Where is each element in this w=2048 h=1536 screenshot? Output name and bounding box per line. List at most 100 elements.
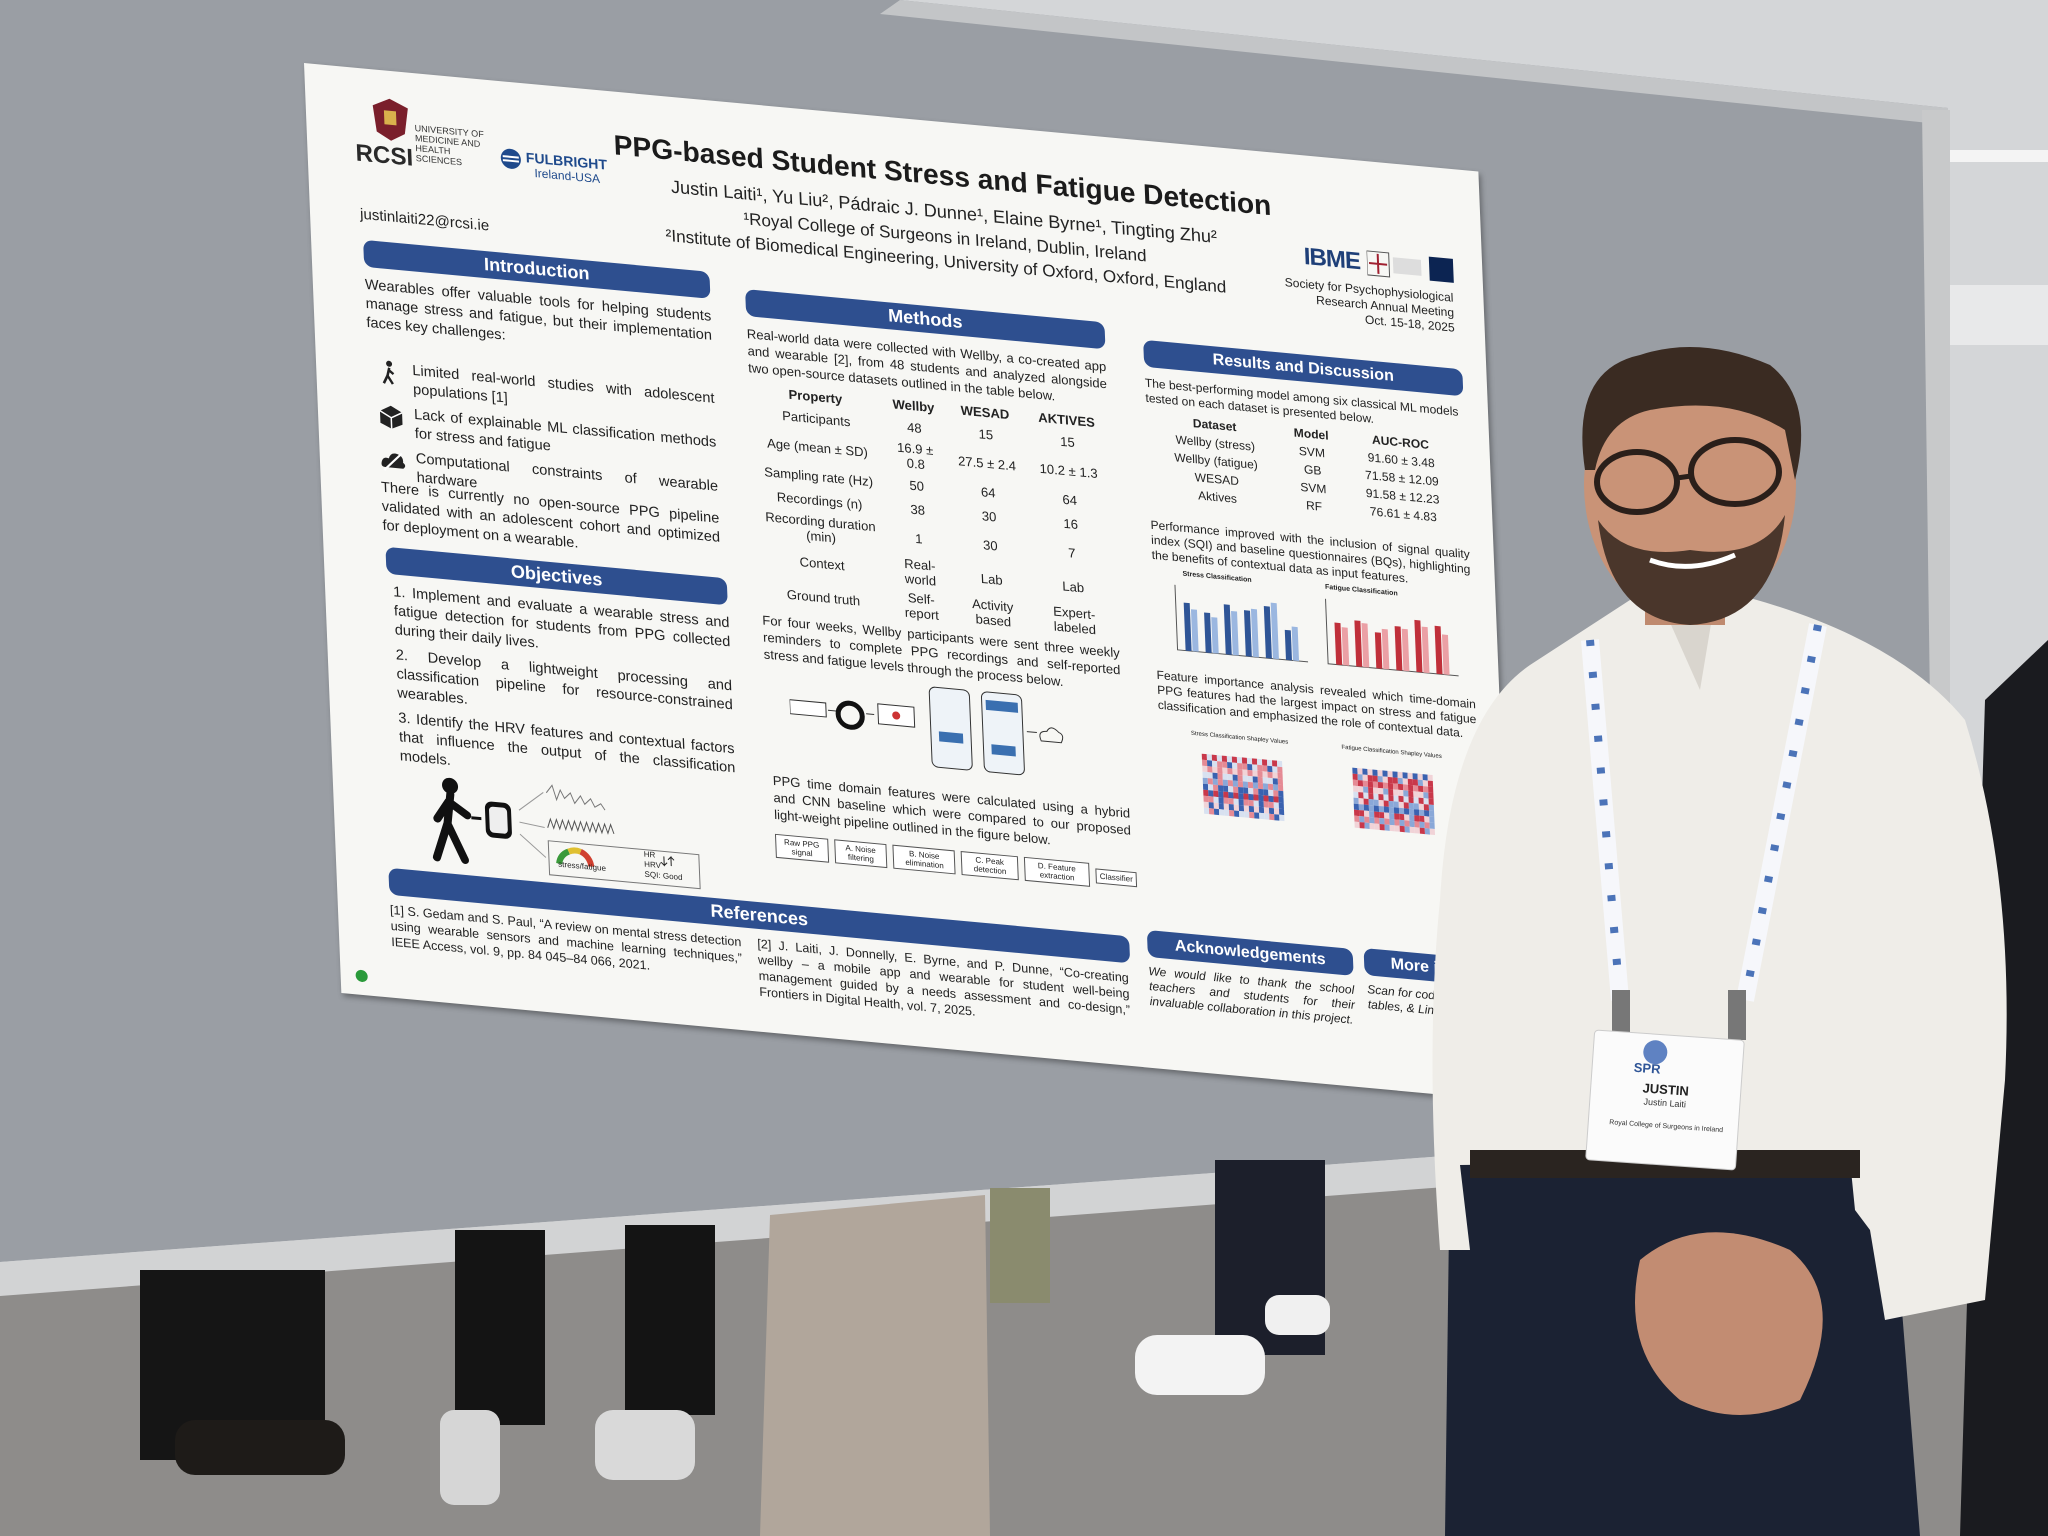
heatmap-cell bbox=[1243, 805, 1250, 812]
heatmap-cell bbox=[1358, 792, 1364, 799]
heatmap-cell bbox=[1253, 788, 1259, 795]
heatmap-cell bbox=[1359, 822, 1365, 829]
heatmap-cell bbox=[1202, 771, 1208, 779]
shirt bbox=[1432, 598, 2007, 1320]
heatmap-cell bbox=[1394, 825, 1400, 832]
heatmap-cell bbox=[1383, 806, 1390, 813]
heatmap-cell bbox=[1253, 806, 1260, 813]
heatmap-cell bbox=[1418, 809, 1425, 817]
heatmap-cell bbox=[1384, 818, 1390, 825]
heatmap-cell bbox=[1238, 804, 1245, 812]
heatmap-cell bbox=[1428, 792, 1434, 800]
heatmap-cell bbox=[1423, 786, 1429, 793]
heatmap-cell bbox=[1273, 790, 1279, 797]
heatmap-cell bbox=[1267, 783, 1274, 791]
heatmap-cell bbox=[1364, 822, 1370, 830]
heatmap-cell bbox=[1377, 769, 1383, 777]
heatmap-cell bbox=[1387, 776, 1393, 784]
heatmap-cell bbox=[1363, 792, 1369, 800]
heatmap-cell bbox=[1397, 777, 1403, 785]
heatmap-cell bbox=[1379, 823, 1385, 831]
heatmap-cell bbox=[1398, 801, 1404, 809]
heatmap-cell bbox=[1223, 785, 1229, 793]
heatmap-cell bbox=[1202, 765, 1208, 773]
heatmap-cell bbox=[1404, 826, 1410, 833]
heatmap-cell bbox=[1243, 787, 1249, 794]
heatmap-cell bbox=[1228, 792, 1234, 799]
badge-full-name: Justin Laiti bbox=[1643, 1097, 1686, 1110]
heatmap-cell bbox=[1429, 816, 1435, 824]
heatmap-cell bbox=[1258, 788, 1264, 796]
heatmap-cell bbox=[1267, 771, 1273, 779]
heatmap-cell bbox=[1424, 822, 1430, 829]
heatmap-cell bbox=[1352, 779, 1359, 787]
heatmap-cell bbox=[1413, 785, 1419, 792]
heatmap-cell bbox=[1232, 774, 1238, 781]
heatmap-cell bbox=[1387, 782, 1394, 790]
heatmap-cell bbox=[1403, 790, 1409, 797]
heatmap-cell bbox=[1392, 771, 1398, 778]
heatmap-cell bbox=[1383, 788, 1389, 795]
smile bbox=[1649, 552, 1737, 569]
clip bbox=[1612, 990, 1630, 1040]
heatmap-cell bbox=[1378, 787, 1384, 795]
heatmap-cell bbox=[1413, 803, 1419, 810]
heatmap-cell bbox=[1418, 785, 1424, 793]
heatmap-cell bbox=[1234, 810, 1240, 817]
heatmap-cell bbox=[1393, 789, 1399, 796]
heatmap-cell bbox=[1273, 802, 1279, 809]
heatmap-cell bbox=[1364, 810, 1370, 818]
heatmap-cell bbox=[1208, 802, 1214, 809]
person-legs bbox=[455, 1230, 545, 1425]
heatmap-cell bbox=[1397, 771, 1403, 779]
heatmap-cell bbox=[1277, 778, 1284, 786]
heatmap-cell bbox=[1277, 766, 1283, 774]
heatmap-cell bbox=[1238, 792, 1244, 800]
heatmap-cell bbox=[1413, 797, 1419, 804]
heatmap-cell bbox=[1388, 788, 1394, 796]
heatmap-cell bbox=[1202, 783, 1209, 791]
heatmap-cell bbox=[1377, 775, 1383, 783]
heatmap-cell bbox=[1278, 802, 1284, 810]
heatmap-cell bbox=[1242, 781, 1249, 788]
person-legs bbox=[760, 1195, 990, 1536]
heatmap-cell bbox=[1213, 802, 1219, 810]
heatmap-cell bbox=[1427, 774, 1433, 782]
heatmap-cell bbox=[1212, 766, 1218, 774]
poster: RCSI UNIVERSITY OF MEDICINE AND HEALTH S… bbox=[304, 63, 1516, 1102]
heatmap-cell bbox=[1389, 824, 1395, 832]
heatmap-cell bbox=[1388, 800, 1394, 808]
walk-icon bbox=[382, 360, 395, 385]
heatmap-cell bbox=[1201, 753, 1208, 761]
heatmap-cell bbox=[1266, 759, 1273, 767]
heatmap-cell bbox=[1368, 799, 1374, 806]
heatmap-cell bbox=[1277, 760, 1283, 768]
heatmap-cell bbox=[1378, 793, 1384, 801]
challenge-item: Lack of explainable ML classification me… bbox=[378, 403, 718, 472]
heatmap-cell bbox=[1403, 802, 1409, 809]
heatmap-cell bbox=[1393, 801, 1399, 808]
heatmap-cell bbox=[1231, 756, 1238, 763]
heatmap-cell bbox=[1272, 778, 1278, 785]
board-frame-top bbox=[880, 0, 1948, 125]
lanyard bbox=[1581, 623, 1827, 1002]
heatmap-cell bbox=[1353, 797, 1359, 805]
heatmap-cell bbox=[1352, 767, 1358, 775]
heatmap-cell bbox=[1422, 774, 1428, 781]
heatmap-cell bbox=[1203, 801, 1209, 809]
heatmap-cell bbox=[1399, 813, 1405, 821]
shap-heatmaps bbox=[1201, 753, 1436, 836]
heatmap-cell bbox=[1258, 800, 1264, 808]
heatmap-cell bbox=[1417, 773, 1423, 781]
heatmap-cell bbox=[1353, 803, 1360, 811]
heatmap-cell bbox=[1203, 807, 1210, 815]
heatmap-cell bbox=[1201, 759, 1208, 767]
heatmap-cell bbox=[1364, 816, 1370, 824]
heatmap-cell bbox=[1232, 780, 1239, 787]
heatmap-cell bbox=[1388, 806, 1395, 814]
heatmap-cell bbox=[1379, 811, 1385, 819]
heatmap-cell bbox=[1208, 796, 1214, 803]
shoe bbox=[1135, 1335, 1265, 1395]
